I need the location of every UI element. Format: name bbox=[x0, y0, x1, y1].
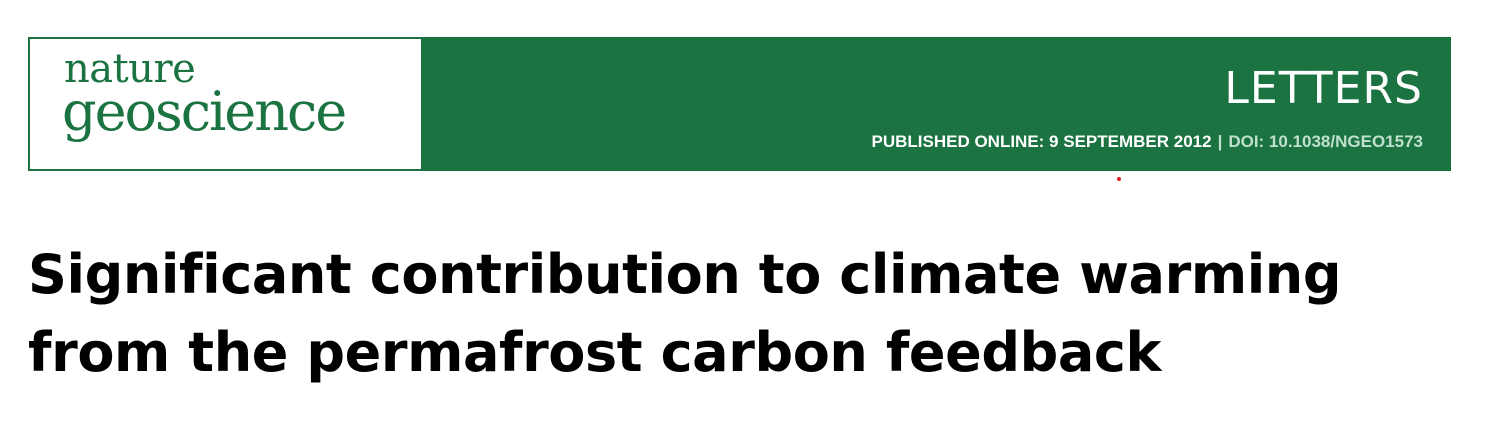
separator: | bbox=[1217, 132, 1223, 151]
journal-name-line1: nature bbox=[64, 46, 196, 92]
journal-logo: nature geoscience bbox=[30, 39, 421, 169]
published-date: PUBLISHED ONLINE: 9 SEPTEMBER 2012 bbox=[871, 132, 1212, 151]
publication-info: PUBLISHED ONLINE: 9 SEPTEMBER 2012 | DOI: … bbox=[871, 131, 1423, 153]
journal-banner: nature geoscience LETTERS PUBLISHED ONLI… bbox=[28, 37, 1451, 171]
journal-name-line2: geoscience bbox=[62, 80, 347, 143]
doi-label: DOI: 10.1038/NGEO1573 bbox=[1228, 132, 1423, 151]
red-dot-mark bbox=[1117, 177, 1121, 181]
section-label: LETTERS bbox=[1224, 63, 1423, 114]
article-title: Significant contribution to climate warm… bbox=[28, 243, 1342, 384]
